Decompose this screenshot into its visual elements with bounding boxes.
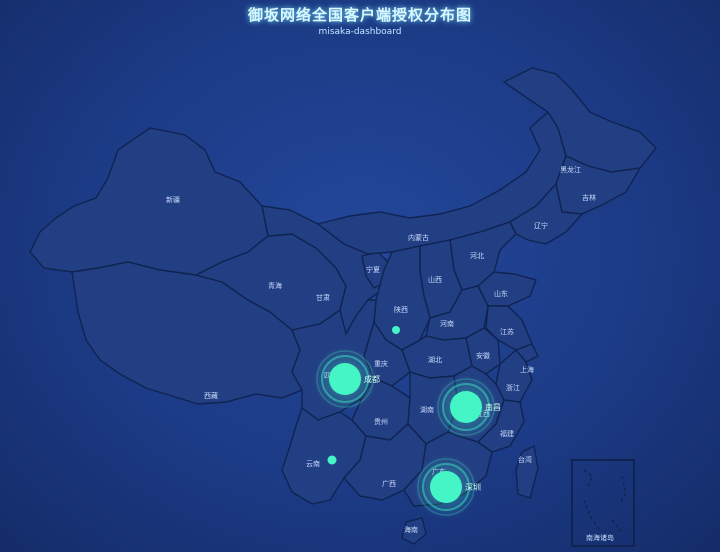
province-label: 湖南 [420,405,434,414]
page-title: 御坂网络全国客户端授权分布图 [247,6,472,24]
province-label: 福建 [500,429,514,438]
province-label: 吉林 [582,193,596,202]
province-label: 宁夏 [366,265,380,274]
province-label: 黑龙江 [560,165,581,174]
marker-ring [417,458,475,516]
marker-ring [321,355,369,403]
province-label: 辽宁 [534,221,548,230]
city-marker-chengdu[interactable]: 成都 [313,347,380,411]
city-label-chengdu: 成都 [364,374,380,384]
south-china-sea-inset: 南海诸岛 [571,459,635,547]
city-markers: 成都 南昌 深圳 [313,326,501,519]
province-labels: 新疆 西藏 青海 甘肃 宁夏 内蒙古 黑龙江 吉林 辽宁 河北 山西 陕西 山东… [166,165,596,534]
city-marker-shenzhen[interactable]: 深圳 [414,455,481,519]
city-label-shenzhen: 深圳 [465,482,481,492]
inset-label: 南海诸岛 [586,533,614,542]
province-label: 河南 [440,319,454,328]
marker-dot [329,363,361,395]
marker-dot [430,471,462,503]
province-label: 内蒙古 [408,233,429,242]
marker-dot [450,391,482,423]
province-liaoning[interactable] [509,182,584,245]
marker-ring [437,378,495,436]
province-label: 贵州 [374,417,388,426]
province-label: 河北 [470,252,484,260]
city-label-nanchang: 南昌 [485,402,501,412]
province-taiwan[interactable] [515,444,539,499]
inset-frame [571,459,635,547]
province-label: 山西 [428,275,442,284]
province-label: 湖北 [428,355,442,364]
city-marker-kunming[interactable] [327,455,337,465]
province-fujian[interactable] [476,399,525,453]
province-heilongjiang[interactable] [502,67,657,173]
provinces [29,67,657,545]
marker-ring [316,350,374,408]
province-hainan[interactable] [401,517,427,545]
city-marker-xian[interactable] [392,326,400,334]
province-yunnan[interactable] [281,406,367,505]
province-label: 浙江 [506,383,520,392]
province-label: 新疆 [166,195,180,204]
marker-ring [442,383,490,431]
province-xinjiang[interactable] [29,127,269,276]
province-label: 江苏 [500,327,514,336]
city-marker-nanchang[interactable]: 南昌 [434,375,501,439]
province-label: 甘肃 [316,293,330,302]
province-label: 陕西 [394,305,408,314]
province-label: 青海 [268,281,282,290]
province-label: 广西 [382,479,396,488]
province-label: 海南 [404,525,418,534]
province-label: 山东 [494,289,508,298]
province-label: 台湾 [518,455,532,464]
province-label: 安徽 [476,351,490,360]
marker-ring [422,463,470,511]
province-label: 上海 [520,365,534,374]
province-label: 重庆 [374,359,388,368]
province-label: 西藏 [204,391,218,400]
inset-boundary [583,469,627,533]
province-label: 云南 [306,459,320,468]
page-subtitle: misaka-dashboard [318,27,402,37]
